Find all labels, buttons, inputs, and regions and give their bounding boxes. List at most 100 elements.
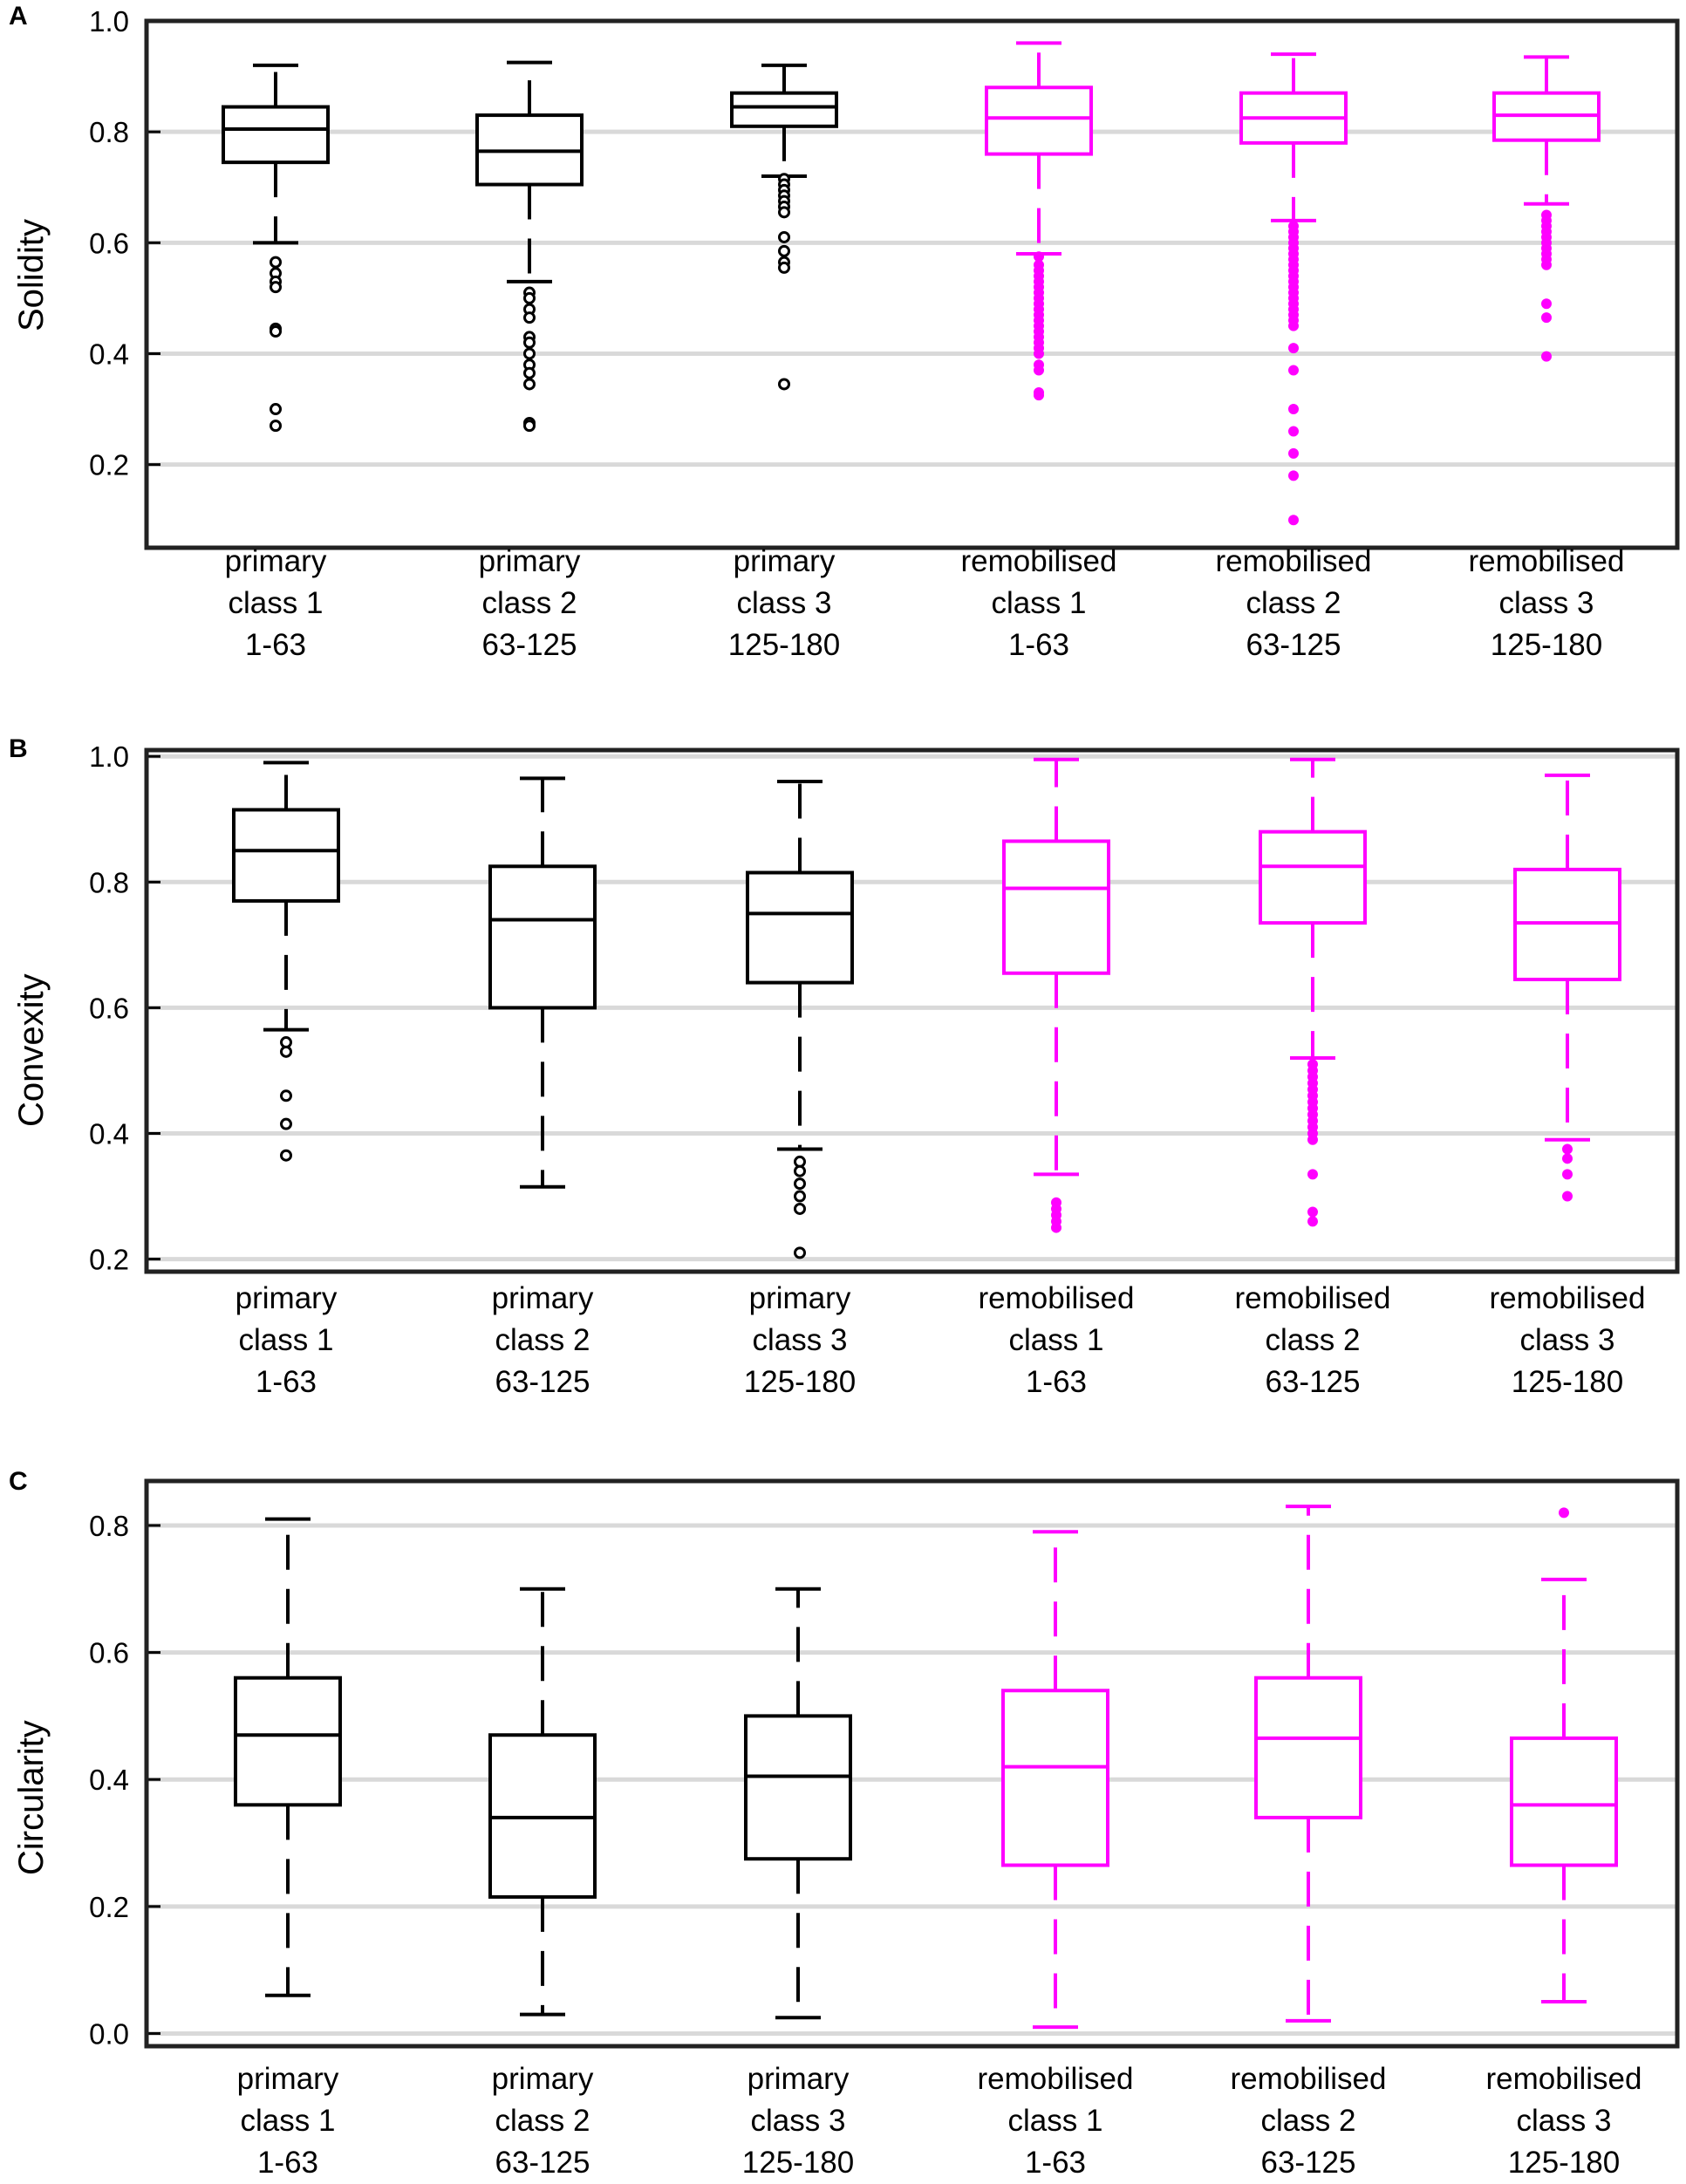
category-label-cls: class 1 xyxy=(1008,1323,1104,1357)
y-tick-label: 0.8 xyxy=(89,1510,129,1542)
plot-frame xyxy=(144,18,1680,550)
category-label-cls: class 3 xyxy=(1498,586,1594,620)
category-label-name: remobilised xyxy=(1468,544,1625,578)
category-label-range: 1-63 xyxy=(244,628,307,662)
category-label-range: 1-63 xyxy=(1024,2146,1087,2180)
outlier-point xyxy=(523,420,536,433)
boxplot-chart: 1.0 0.8 0.6 0.4 0.2 xyxy=(89,741,1680,1276)
box-iqr xyxy=(1510,1736,1618,1867)
outlier-point xyxy=(270,256,282,269)
outlier-point xyxy=(1562,1169,1573,1180)
category-label-name: remobilised xyxy=(960,544,1117,578)
outlier-point xyxy=(1034,390,1044,401)
outlier-point xyxy=(1541,259,1552,270)
x-category-label: primary class 2 63-125 xyxy=(416,541,643,666)
category-label-range: 1-63 xyxy=(255,1365,317,1399)
category-label-name: remobilised xyxy=(1485,2062,1642,2096)
outlier-point xyxy=(280,1045,292,1058)
x-category-label: primary class 1 1-63 xyxy=(174,2058,401,2184)
box-4 xyxy=(1001,1530,1109,2030)
category-label-cls: class 1 xyxy=(228,586,324,620)
category-label-cls: class 3 xyxy=(736,586,832,620)
outlier-point xyxy=(523,347,536,360)
outlier-point xyxy=(523,336,536,349)
plot-frame xyxy=(144,747,1680,1274)
category-label-range: 125-180 xyxy=(741,2146,855,2180)
x-category-label: remobilised class 3 125-180 xyxy=(1433,541,1660,666)
category-label-range: 63-125 xyxy=(481,628,577,662)
outlier-point xyxy=(523,291,536,304)
category-label-cls: class 2 xyxy=(495,1323,590,1357)
outlier-point xyxy=(1034,365,1044,376)
box-iqr xyxy=(730,91,838,128)
category-label-name: primary xyxy=(491,1281,594,1315)
x-category-label: remobilised class 3 125-180 xyxy=(1451,2058,1677,2184)
box-iqr xyxy=(232,808,340,903)
category-label-range: 63-125 xyxy=(1246,628,1341,662)
box-4 xyxy=(1002,757,1110,1233)
outlier-point xyxy=(1562,1143,1573,1155)
box-2 xyxy=(488,1587,597,2017)
category-label-cls: class 1 xyxy=(240,2104,336,2138)
y-tick-label: 0.6 xyxy=(89,227,129,259)
category-label-name: remobilised xyxy=(978,1281,1135,1315)
category-label-name: primary xyxy=(478,544,581,578)
category-label-cls: class 3 xyxy=(752,1323,848,1357)
category-label-range: 125-180 xyxy=(1507,2146,1621,2180)
x-category-label: remobilised class 1 1-63 xyxy=(943,1278,1170,1403)
y-tick-label: 0.8 xyxy=(89,116,129,148)
category-label-name: primary xyxy=(235,1281,338,1315)
category-label-range: 63-125 xyxy=(1260,2146,1356,2180)
y-tick-label: 1.0 xyxy=(89,741,129,773)
box-iqr xyxy=(1001,1689,1109,1867)
category-label-cls: class 2 xyxy=(1246,586,1341,620)
y-tick-label: 0.4 xyxy=(89,1764,129,1796)
outlier-point xyxy=(1541,298,1552,310)
x-category-label: remobilised class 2 63-125 xyxy=(1195,2058,1422,2184)
outlier-point xyxy=(1541,351,1552,362)
y-tick-label: 0.6 xyxy=(89,992,129,1024)
outlier-point xyxy=(1288,470,1299,481)
outlier-point xyxy=(523,366,536,379)
box-iqr xyxy=(222,105,330,165)
x-category-label: remobilised class 2 63-125 xyxy=(1199,1278,1426,1403)
category-label-name: primary xyxy=(733,544,836,578)
outlier-point xyxy=(1307,1216,1318,1227)
outlier-point xyxy=(1288,365,1299,376)
box-6 xyxy=(1513,773,1621,1202)
box-5 xyxy=(1254,1505,1362,2023)
category-label-range: 125-180 xyxy=(1511,1365,1624,1399)
panel-letter: A xyxy=(9,2,28,31)
y-tick-label: 0.2 xyxy=(89,449,129,481)
outlier-point xyxy=(1307,1134,1318,1145)
outlier-point xyxy=(523,311,536,324)
outlier-point xyxy=(280,1089,292,1102)
x-category-label: primary class 3 125-180 xyxy=(686,1278,913,1403)
outlier-point xyxy=(1288,404,1299,415)
x-category-label: remobilised class 2 63-125 xyxy=(1180,541,1407,666)
x-category-label: primary class 1 1-63 xyxy=(173,1278,399,1403)
box-iqr xyxy=(234,1676,342,1807)
x-category-label: primary class 2 63-125 xyxy=(429,2058,656,2184)
x-category-label: remobilised class 1 1-63 xyxy=(942,2058,1169,2184)
outlier-point xyxy=(1288,447,1299,459)
outlier-point xyxy=(1541,312,1552,324)
outlier-point xyxy=(778,206,790,219)
outlier-point xyxy=(794,1177,806,1191)
outlier-point xyxy=(270,420,282,433)
box-iqr xyxy=(744,1714,852,1861)
plot-frame xyxy=(144,1478,1680,2049)
outlier-point xyxy=(1307,1206,1318,1218)
x-category-label: primary class 3 125-180 xyxy=(685,2058,911,2184)
category-label-cls: class 2 xyxy=(1260,2104,1356,2138)
y-tick-label: 1.0 xyxy=(89,5,129,38)
category-label-range: 63-125 xyxy=(495,1365,590,1399)
box-1 xyxy=(222,63,330,433)
category-label-name: remobilised xyxy=(977,2062,1134,2096)
outlier-point xyxy=(1562,1191,1573,1202)
outlier-point xyxy=(1051,1222,1061,1233)
category-label-name: primary xyxy=(236,2062,339,2096)
x-category-label: remobilised class 3 125-180 xyxy=(1454,1278,1681,1403)
category-label-name: remobilised xyxy=(1230,2062,1387,2096)
box-5 xyxy=(1239,52,1348,526)
